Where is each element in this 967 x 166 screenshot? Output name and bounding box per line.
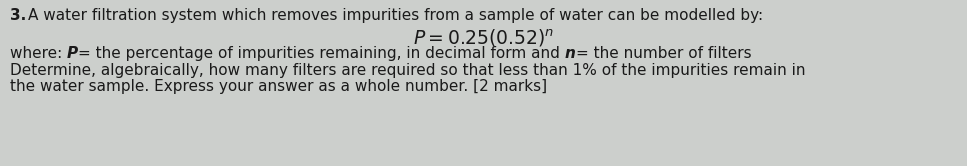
Text: 3.: 3.: [10, 8, 32, 23]
Text: P: P: [67, 46, 78, 61]
Text: the water sample. Express your answer as a whole number. [2 marks]: the water sample. Express your answer as…: [10, 79, 547, 94]
Text: A water filtration system which removes impurities from a sample of water can be: A water filtration system which removes …: [28, 8, 763, 23]
Text: = the percentage of impurities remaining, in decimal form and: = the percentage of impurities remaining…: [78, 46, 565, 61]
Text: where:: where:: [10, 46, 67, 61]
Text: = the number of filters: = the number of filters: [576, 46, 751, 61]
Text: Determine, algebraically, how many filters are required so that less than 1% of : Determine, algebraically, how many filte…: [10, 63, 806, 78]
Text: n: n: [565, 46, 576, 61]
Text: $P = 0.25(0.52)^n$: $P = 0.25(0.52)^n$: [413, 28, 554, 49]
